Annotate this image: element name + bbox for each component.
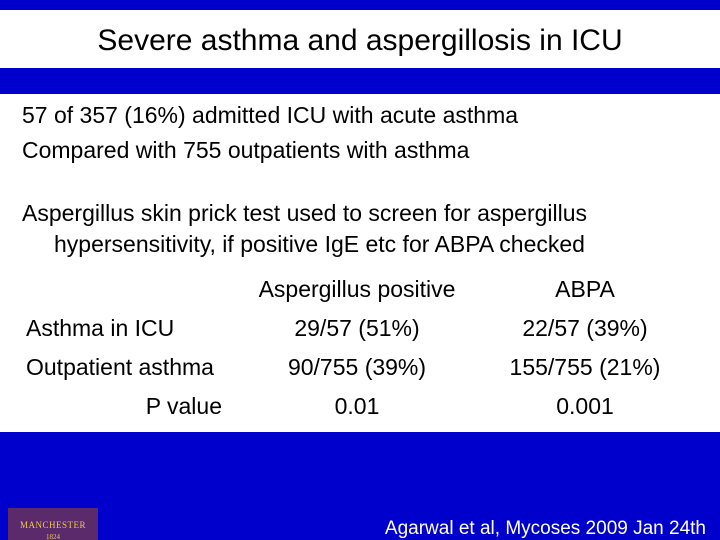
table-cell: P value [22, 387, 242, 426]
table-cell: 22/57 (39%) [472, 309, 698, 348]
bullet-line: Aspergillus skin prick test used to scre… [22, 198, 698, 260]
logo-text: MANCHESTER [20, 520, 86, 530]
table-cell: 155/755 (21%) [472, 348, 698, 387]
table-header-row: Aspergillus positive ABPA [22, 270, 698, 309]
table-row: Outpatient asthma 90/755 (39%) 155/755 (… [22, 348, 698, 387]
table-pvalue-row: P value 0.01 0.001 [22, 387, 698, 426]
logo-year: 1824 [46, 533, 60, 540]
table-cell: Outpatient asthma [22, 348, 242, 387]
table-cell: 90/755 (39%) [242, 348, 472, 387]
table-cell: 0.001 [472, 387, 698, 426]
slide: Severe asthma and aspergillosis in ICU 5… [0, 10, 720, 540]
title-panel: Severe asthma and aspergillosis in ICU [0, 10, 720, 68]
table-header-cell [22, 270, 242, 309]
manchester-logo: MANCHESTER 1824 [8, 508, 98, 540]
slide-title: Severe asthma and aspergillosis in ICU [0, 24, 720, 58]
table-cell: 0.01 [242, 387, 472, 426]
body-panel: 57 of 357 (16%) admitted ICU with acute … [0, 94, 720, 432]
spacer [22, 170, 698, 198]
results-table: Aspergillus positive ABPA Asthma in ICU … [22, 270, 698, 426]
table-cell: 29/57 (51%) [242, 309, 472, 348]
table-header-cell: ABPA [472, 270, 698, 309]
table-cell: Asthma in ICU [22, 309, 242, 348]
citation-text: Agarwal et al, Mycoses 2009 Jan 24th [385, 518, 706, 540]
bullet-line: 57 of 357 (16%) admitted ICU with acute … [22, 100, 698, 131]
table-row: Asthma in ICU 29/57 (51%) 22/57 (39%) [22, 309, 698, 348]
bullet-line: Compared with 755 outpatients with asthm… [22, 135, 698, 166]
table-header-cell: Aspergillus positive [242, 270, 472, 309]
